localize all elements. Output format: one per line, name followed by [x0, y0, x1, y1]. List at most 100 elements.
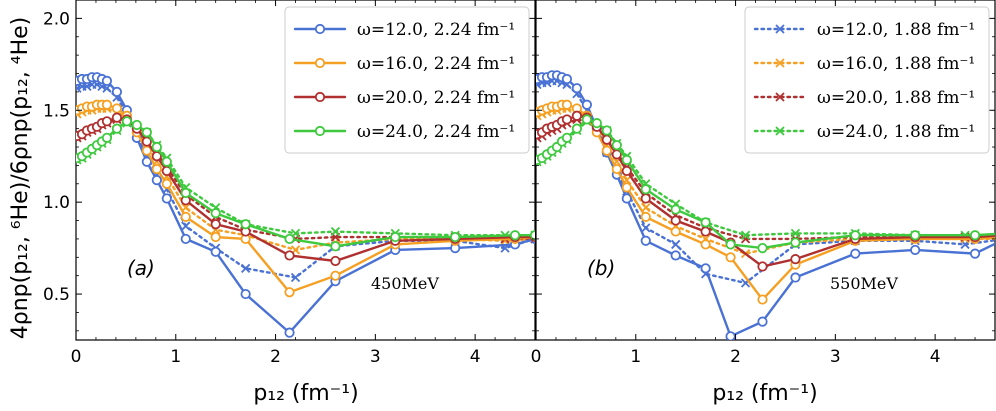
data-point	[591, 118, 602, 129]
data-point	[210, 246, 221, 257]
series-line	[76, 83, 535, 279]
data-point	[725, 252, 736, 263]
data-point	[161, 193, 172, 204]
data-point	[101, 75, 113, 86]
data-point	[670, 204, 681, 215]
legend-marker	[314, 91, 326, 103]
data-point	[700, 226, 711, 237]
legend-label: ω=24.0, 2.24 fm⁻¹	[357, 122, 515, 142]
data-point	[561, 114, 573, 125]
data-point	[151, 175, 162, 186]
legend-entry: ω=24.0, 2.24 fm⁻¹	[293, 122, 515, 142]
series-line	[536, 79, 995, 285]
data-point	[725, 239, 736, 250]
data-point	[111, 112, 123, 123]
legend-label: ω=20.0, 2.24 fm⁻¹	[357, 88, 515, 108]
legend-label: ω=24.0, 1.88 fm⁻¹	[817, 122, 975, 142]
x-axis-label-a: p₁₂ (fm⁻¹)	[253, 381, 358, 406]
data-point	[790, 272, 801, 283]
data-point	[969, 230, 981, 241]
legend-entry: ω=20.0, 1.88 fm⁻¹	[753, 88, 975, 108]
ticks-a: 0 1 2 3 4 0.5 1.0 1.5 2.0	[43, 0, 535, 367]
data-point	[330, 255, 341, 267]
data-point	[330, 226, 341, 237]
x-tick-label: 2	[270, 347, 281, 367]
data-point	[621, 154, 632, 165]
data-point	[284, 287, 295, 298]
data-point	[210, 231, 221, 243]
data-point	[151, 141, 162, 153]
legend-marker	[314, 23, 326, 35]
legend-label: ω=20.0, 1.88 fm⁻¹	[817, 88, 975, 108]
data-point	[850, 248, 861, 259]
y-tick-label: 2.0	[43, 9, 70, 29]
data-point	[330, 270, 341, 281]
data-point	[790, 228, 801, 239]
data-point	[640, 184, 651, 195]
data-point	[101, 99, 113, 110]
data-point	[180, 211, 191, 222]
legend-marker	[775, 58, 785, 68]
y-tick-label: 1.0	[43, 193, 70, 213]
data-point	[581, 114, 592, 125]
data-point	[330, 241, 341, 252]
legend-marker	[775, 126, 785, 136]
data-point	[240, 263, 251, 273]
legend-entry: ω=24.0, 1.88 fm⁻¹	[753, 122, 975, 142]
y-tick-label: 1.5	[43, 101, 70, 121]
data-point	[210, 219, 221, 230]
data-point	[641, 223, 651, 233]
data-point	[180, 187, 191, 199]
energy-annotation-b: 550MeV	[830, 274, 898, 293]
x-tick-label: 3	[830, 347, 841, 367]
x-tick-label: 0	[531, 347, 542, 367]
energy-annotation-a: 450MeV	[371, 274, 439, 293]
data-point	[180, 233, 191, 245]
x-tick-label: 1	[630, 347, 641, 367]
data-point	[240, 219, 251, 230]
legend-marker	[775, 92, 785, 102]
data-point	[131, 119, 142, 131]
data-point	[671, 239, 681, 250]
data-point	[640, 211, 651, 222]
x-tick-label: 4	[470, 347, 481, 367]
data-point	[181, 221, 191, 231]
data-point	[529, 230, 535, 241]
data-point	[101, 132, 113, 143]
data-point	[111, 103, 123, 114]
data-point	[740, 230, 751, 240]
data-point	[670, 250, 681, 261]
data-point	[621, 193, 632, 204]
data-point	[670, 215, 681, 226]
data-point	[101, 116, 113, 127]
panel-label-b: (b)	[587, 256, 615, 280]
data-point	[571, 110, 583, 121]
x-tick-label: 4	[930, 347, 941, 367]
data-point	[757, 294, 768, 305]
data-point	[725, 331, 736, 340]
legend-entry: ω=12.0, 2.24 fm⁻¹	[293, 20, 515, 40]
series-group-b	[536, 70, 995, 340]
legend-box	[744, 6, 990, 154]
data-point	[284, 233, 295, 245]
data-point	[611, 140, 622, 151]
data-point	[561, 132, 573, 143]
data-point	[141, 156, 152, 167]
legend-a: ω=12.0, 2.24 fm⁻¹ ω=16.0, 2.24 fm⁻¹ ω=20.0…	[284, 6, 530, 154]
data-point	[390, 231, 401, 243]
data-point	[82, 81, 92, 92]
panel-b: 0 1 2 3 4 (b) 550MeV ω=12.0, 1.88 fm⁻¹ ω=16.0…	[531, 0, 996, 367]
data-point	[621, 182, 632, 193]
legend-label: ω=16.0, 1.88 fm⁻¹	[817, 54, 975, 74]
x-tick-label: 2	[730, 347, 741, 367]
legend-entry: ω=12.0, 1.88 fm⁻¹	[753, 20, 975, 40]
data-point	[790, 254, 801, 265]
legend-marker	[775, 24, 785, 34]
data-point	[611, 163, 622, 175]
legend-entry: ω=16.0, 1.88 fm⁻¹	[753, 54, 975, 74]
data-point	[571, 83, 583, 94]
data-point	[790, 237, 801, 248]
y-tick-label: 0.5	[43, 285, 70, 305]
legend-box	[284, 6, 530, 154]
legend-label: ω=16.0, 2.24 fm⁻¹	[357, 54, 515, 74]
